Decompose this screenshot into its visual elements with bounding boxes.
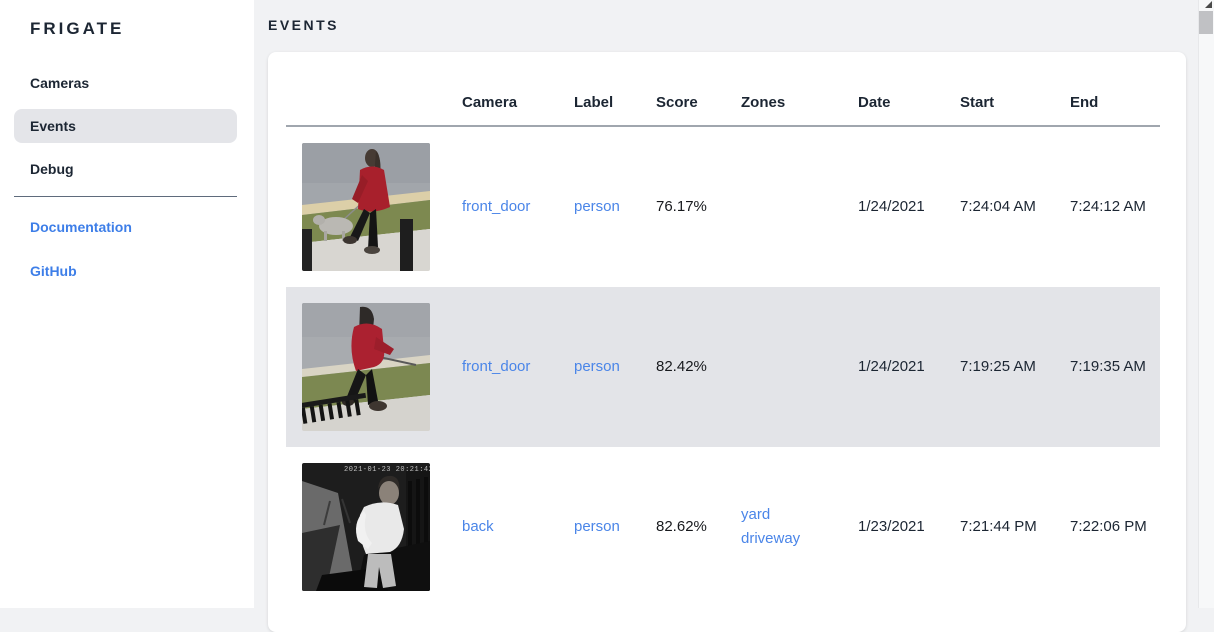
sidebar-divider	[14, 196, 237, 197]
event-thumbnail[interactable]	[302, 143, 430, 271]
sidebar-link-github[interactable]: GitHub	[14, 254, 237, 288]
sidebar-item-label: Cameras	[30, 75, 90, 91]
camera-cell: front_door	[446, 355, 558, 379]
camera-link[interactable]: front_door	[462, 198, 531, 215]
zone-link-driveway[interactable]: driveway	[741, 530, 801, 547]
camera-link[interactable]: front_door	[462, 358, 531, 375]
score-cell: 82.42%	[656, 358, 707, 375]
main-content: EVENTS Camera Label Score Zones Date Sta…	[254, 0, 1198, 632]
start-cell: 7:19:25 AM	[960, 358, 1036, 375]
start-cell: 7:24:04 AM	[960, 198, 1036, 215]
label-cell: person	[558, 195, 640, 219]
event-thumbnail[interactable]	[302, 303, 430, 431]
zone-link-yard[interactable]: yard	[741, 506, 771, 523]
scrollbar-thumb[interactable]	[1199, 11, 1213, 34]
column-header-score: Score	[656, 94, 698, 111]
thumbnail-scene-night-ir: 2021-01-23 20:21:42	[302, 463, 430, 591]
thumbnail-cell: 2021-01-23 20:21:42	[286, 463, 446, 591]
thumbnail-scene-dog-walker	[302, 143, 430, 271]
sidebar: FRIGATE Cameras Events Debug Documentati…	[0, 0, 254, 608]
zones-cell: yard driveway	[725, 503, 842, 551]
sidebar-nav: Cameras Events Debug Documentation GitHu…	[0, 66, 254, 288]
events-card: Camera Label Score Zones Date Start End	[268, 52, 1186, 632]
page-title: EVENTS	[268, 17, 340, 33]
column-header-date: Date	[858, 94, 891, 111]
column-header-end: End	[1070, 94, 1099, 111]
end-cell: 7:22:06 PM	[1070, 518, 1147, 535]
date-cell: 1/24/2021	[858, 198, 925, 215]
table-row-selected: front_door person 82.42% 1/24/2021 7:19:…	[286, 287, 1160, 447]
osd-timestamp: 2021-01-23 20:21:42	[344, 466, 430, 474]
camera-cell: front_door	[446, 195, 558, 219]
score-cell: 76.17%	[656, 198, 707, 215]
camera-cell: back	[446, 515, 558, 539]
column-header-camera: Camera	[462, 94, 518, 111]
date-cell: 1/23/2021	[858, 518, 925, 535]
sidebar-item-label: Events	[30, 118, 76, 134]
vertical-scrollbar[interactable]	[1198, 0, 1214, 608]
label-link[interactable]: person	[574, 518, 620, 535]
scrollbar-arrow-icon	[1205, 1, 1212, 8]
sidebar-link-label: GitHub	[30, 263, 77, 279]
thumbnail-scene-red-hoodie	[302, 303, 430, 431]
table-row: 2021-01-23 20:21:42 back person 82.62% y…	[286, 447, 1160, 607]
label-cell: person	[558, 515, 640, 539]
column-header-label: Label	[574, 94, 614, 111]
table-row: front_door person 76.17% 1/24/2021 7:24:…	[286, 127, 1160, 287]
sidebar-item-debug[interactable]: Debug	[14, 152, 237, 186]
table-header-row: Camera Label Score Zones Date Start End	[286, 52, 1160, 127]
start-cell: 7:21:44 PM	[960, 518, 1037, 535]
thumbnail-cell	[286, 303, 446, 431]
label-cell: person	[558, 355, 640, 379]
end-cell: 7:19:35 AM	[1070, 358, 1146, 375]
end-cell: 7:24:12 AM	[1070, 198, 1146, 215]
thumbnail-cell	[286, 143, 446, 271]
sidebar-link-label: Documentation	[30, 219, 132, 235]
column-header-start: Start	[960, 94, 995, 111]
date-cell: 1/24/2021	[858, 358, 925, 375]
event-thumbnail[interactable]: 2021-01-23 20:21:42	[302, 463, 430, 591]
label-link[interactable]: person	[574, 358, 620, 375]
sidebar-item-events[interactable]: Events	[14, 109, 237, 143]
app-logo: FRIGATE	[30, 19, 125, 38]
column-header-zones: Zones	[741, 94, 786, 111]
score-cell: 82.62%	[656, 518, 707, 535]
sidebar-link-documentation[interactable]: Documentation	[14, 210, 237, 244]
sidebar-item-cameras[interactable]: Cameras	[14, 66, 237, 100]
label-link[interactable]: person	[574, 198, 620, 215]
sidebar-item-label: Debug	[30, 161, 74, 177]
camera-link[interactable]: back	[462, 518, 494, 535]
